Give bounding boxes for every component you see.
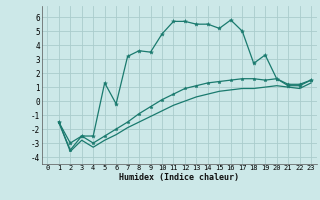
X-axis label: Humidex (Indice chaleur): Humidex (Indice chaleur): [119, 173, 239, 182]
